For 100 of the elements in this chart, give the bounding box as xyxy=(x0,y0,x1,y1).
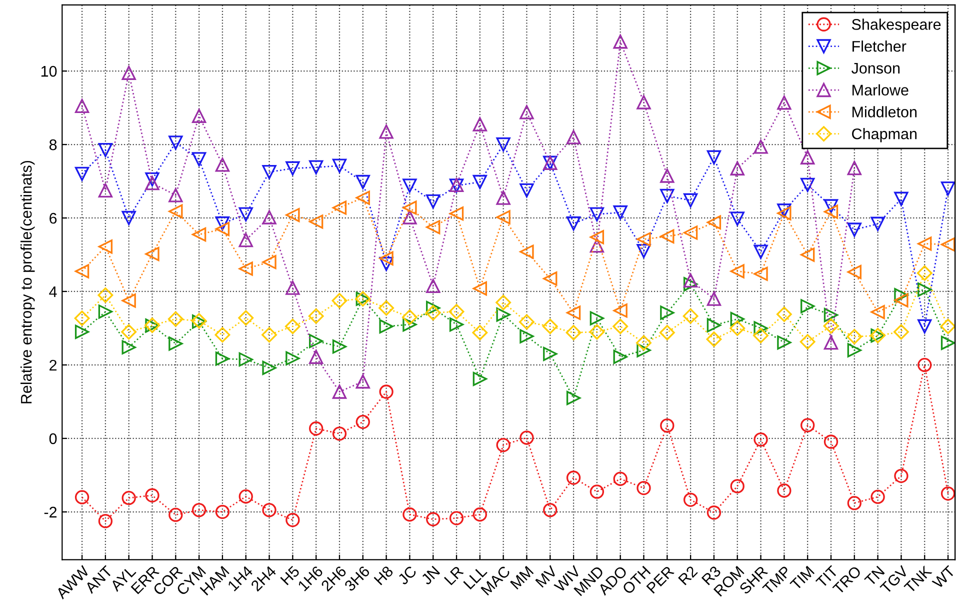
point xyxy=(824,308,838,322)
point xyxy=(519,314,534,330)
point xyxy=(309,160,324,174)
point xyxy=(98,514,113,528)
point xyxy=(800,334,816,350)
point xyxy=(543,272,558,286)
point xyxy=(940,237,956,252)
point xyxy=(238,207,253,222)
point xyxy=(870,490,885,504)
point xyxy=(730,479,744,494)
point xyxy=(122,210,136,226)
point xyxy=(238,310,254,326)
point xyxy=(402,178,417,193)
point xyxy=(543,502,558,518)
point xyxy=(918,282,932,297)
point xyxy=(613,303,628,318)
point xyxy=(425,305,441,320)
x-tick-label: H8 xyxy=(374,565,394,586)
point xyxy=(613,34,628,49)
point xyxy=(824,335,838,350)
point xyxy=(566,216,581,231)
point xyxy=(777,206,792,220)
point xyxy=(940,336,956,350)
point xyxy=(847,160,862,176)
point xyxy=(636,232,651,246)
point xyxy=(214,327,230,343)
x-tick-label: H5 xyxy=(280,565,300,586)
point xyxy=(449,317,464,332)
point xyxy=(332,384,347,399)
point xyxy=(215,216,230,231)
point xyxy=(894,324,909,340)
point xyxy=(777,335,792,350)
point xyxy=(122,490,136,506)
point xyxy=(754,140,768,154)
legend-label: Chapman xyxy=(852,128,917,142)
point xyxy=(520,105,534,120)
point xyxy=(940,486,956,501)
point xyxy=(332,339,347,354)
point xyxy=(309,350,324,364)
point xyxy=(74,324,90,339)
point xyxy=(262,502,276,518)
point xyxy=(660,229,674,244)
point xyxy=(145,176,160,190)
point xyxy=(332,200,347,215)
point xyxy=(496,308,510,322)
point xyxy=(472,174,488,190)
y-tick-label: 4 xyxy=(49,286,57,298)
point xyxy=(168,204,183,218)
point xyxy=(286,161,300,176)
point xyxy=(636,244,651,258)
point xyxy=(706,150,722,164)
point xyxy=(566,390,581,406)
point xyxy=(683,273,698,288)
point xyxy=(800,418,815,432)
point xyxy=(706,215,722,230)
point xyxy=(98,304,113,319)
y-tick-label: -2 xyxy=(44,506,57,518)
point xyxy=(940,318,956,334)
point xyxy=(940,182,956,196)
point xyxy=(496,137,510,152)
point xyxy=(520,430,534,445)
point xyxy=(472,324,488,340)
y-axis-title: Relative entropy to profile(centinats) xyxy=(20,160,35,404)
point xyxy=(286,208,300,222)
point xyxy=(660,306,674,320)
point xyxy=(520,329,534,344)
point xyxy=(379,251,394,266)
point xyxy=(238,489,253,504)
point xyxy=(590,484,604,499)
point xyxy=(98,287,114,303)
point xyxy=(777,484,792,498)
point xyxy=(356,374,370,389)
point xyxy=(98,183,113,198)
point xyxy=(800,299,815,314)
point xyxy=(74,264,90,278)
point xyxy=(496,190,510,205)
point xyxy=(215,352,230,366)
point xyxy=(636,335,652,351)
point xyxy=(309,334,324,348)
x-tick-label: JC xyxy=(396,565,418,586)
point xyxy=(262,327,277,343)
point xyxy=(262,360,276,375)
point xyxy=(590,238,604,253)
point xyxy=(894,293,908,308)
point xyxy=(590,311,604,326)
point xyxy=(192,108,206,123)
point xyxy=(74,166,90,181)
point xyxy=(754,244,768,259)
x-tick-label: LR xyxy=(444,565,464,586)
point xyxy=(74,98,90,114)
x-tick-label: R2 xyxy=(678,565,698,586)
point xyxy=(847,222,862,237)
point xyxy=(122,294,136,308)
y-tick-label: 6 xyxy=(50,212,57,224)
point xyxy=(706,506,722,520)
point xyxy=(192,502,206,518)
point xyxy=(356,190,370,205)
point xyxy=(309,421,324,436)
y-tick-label: 10 xyxy=(41,66,57,77)
point xyxy=(590,207,604,222)
